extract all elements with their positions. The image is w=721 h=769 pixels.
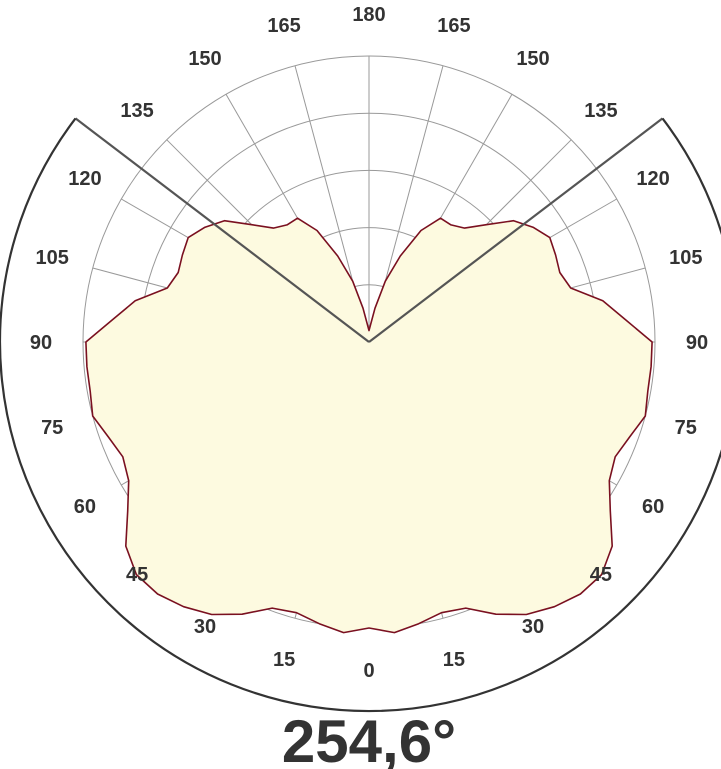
angle-tick-label: 165 (267, 15, 300, 37)
angle-tick-label: 60 (642, 496, 664, 518)
angle-tick-label: 0 (363, 660, 374, 682)
angle-tick-label: 45 (126, 564, 148, 586)
angle-tick-label: 30 (522, 616, 544, 638)
angle-tick-label: 120 (636, 168, 669, 190)
angle-tick-label: 150 (516, 48, 549, 70)
beam-angle-label: 254,6° (282, 708, 456, 769)
angle-tick-label: 135 (584, 100, 617, 122)
angle-tick-label: 75 (675, 417, 697, 439)
angle-tick-label: 30 (194, 616, 216, 638)
angle-tick-label: 15 (443, 649, 465, 671)
angle-tick-label: 135 (120, 100, 153, 122)
angle-tick-label: 90 (686, 332, 708, 354)
angle-tick-label: 150 (188, 48, 221, 70)
angle-tick-label: 45 (590, 564, 612, 586)
angle-tick-label: 90 (30, 332, 52, 354)
angle-tick-label: 60 (74, 496, 96, 518)
angle-tick-label: 165 (437, 15, 470, 37)
angle-tick-label: 105 (669, 247, 702, 269)
angle-tick-label: 105 (36, 247, 69, 269)
angle-tick-label: 120 (68, 168, 101, 190)
angle-tick-label: 180 (352, 4, 385, 26)
angle-tick-label: 15 (273, 649, 295, 671)
angle-tick-label: 75 (41, 417, 63, 439)
